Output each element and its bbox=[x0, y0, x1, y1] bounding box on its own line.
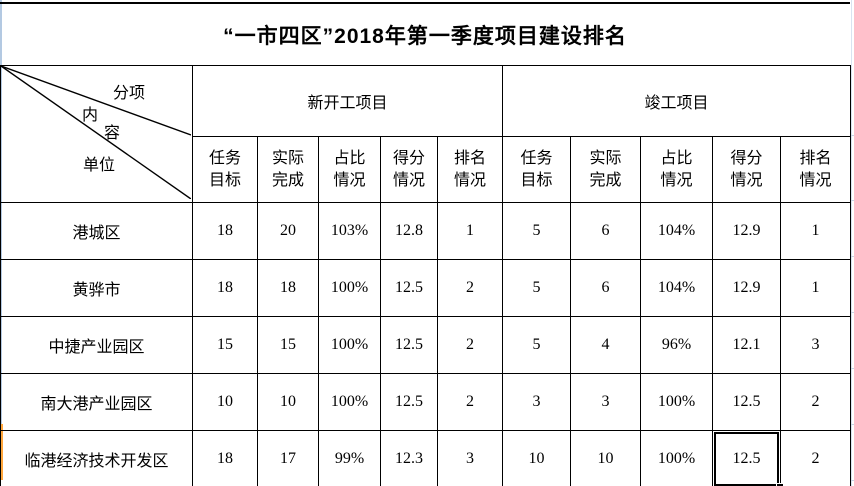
data-cell[interactable]: 18 bbox=[257, 259, 319, 317]
data-cell[interactable]: 1 bbox=[779, 202, 852, 260]
gridline-stub bbox=[850, 200, 854, 201]
diagonal-lines bbox=[1, 66, 191, 199]
gridline-stub bbox=[850, 368, 854, 369]
corner-label-content2: 容 bbox=[104, 125, 121, 142]
data-cell[interactable]: 1 bbox=[437, 202, 503, 260]
column-header-cell[interactable]: 占比 情况 bbox=[640, 136, 713, 203]
column-header-cell[interactable]: 得分 情况 bbox=[380, 136, 438, 203]
data-cell[interactable]: 100% bbox=[640, 430, 713, 486]
data-cell[interactable]: 12.1 bbox=[712, 316, 781, 374]
data-cell[interactable]: 20 bbox=[257, 202, 319, 260]
data-cell[interactable]: 2 bbox=[779, 373, 852, 431]
unit-cell[interactable]: 南大港产业园区 bbox=[0, 373, 193, 431]
data-cell[interactable]: 3 bbox=[502, 373, 571, 431]
unit-cell[interactable]: 中捷产业园区 bbox=[0, 316, 193, 374]
data-cell[interactable]: 12.5 bbox=[712, 373, 781, 431]
faint-gridline bbox=[851, 0, 852, 486]
data-cell[interactable]: 12.3 bbox=[380, 430, 438, 486]
data-cell[interactable]: 104% bbox=[640, 202, 713, 260]
data-cell[interactable]: 3 bbox=[570, 373, 641, 431]
data-cell[interactable]: 12.5 bbox=[380, 316, 438, 374]
data-cell[interactable]: 100% bbox=[318, 316, 381, 374]
data-cell[interactable]: 12.9 bbox=[712, 259, 781, 317]
data-cell[interactable]: 18 bbox=[192, 259, 258, 317]
data-cell[interactable]: 100% bbox=[640, 373, 713, 431]
data-cell[interactable]: 18 bbox=[192, 430, 258, 486]
table-row: 临港经济技术开发区 18 17 99% 12.3 3 10 10 100% 12… bbox=[0, 430, 852, 486]
column-header-cell[interactable]: 任务 目标 bbox=[502, 136, 571, 203]
corner-label-subitem: 分项 bbox=[113, 85, 146, 102]
corner-label-content1: 内 bbox=[82, 107, 99, 124]
column-header-cell[interactable]: 任务 目标 bbox=[192, 136, 258, 203]
gridline-stub bbox=[850, 135, 854, 136]
table-row: 中捷产业园区 15 15 100% 12.5 2 5 4 96% 12.1 3 bbox=[0, 316, 852, 374]
data-cell[interactable]: 18 bbox=[192, 202, 258, 260]
data-cell[interactable]: 12.5 bbox=[380, 373, 438, 431]
data-cell[interactable]: 5 bbox=[502, 259, 571, 317]
fill-handle[interactable] bbox=[776, 483, 784, 486]
data-cell[interactable]: 1 bbox=[779, 259, 852, 317]
data-cell[interactable]: 12.5 bbox=[380, 259, 438, 317]
data-cell[interactable]: 2 bbox=[437, 316, 503, 374]
data-cell[interactable]: 3 bbox=[437, 430, 503, 486]
data-cell[interactable]: 10 bbox=[502, 430, 571, 486]
data-cell[interactable]: 99% bbox=[318, 430, 381, 486]
data-cell[interactable]: 12.8 bbox=[380, 202, 438, 260]
column-header-cell[interactable]: 排名 情况 bbox=[779, 136, 852, 203]
table-row: 港城区 18 20 103% 12.8 1 5 6 104% 12.9 1 bbox=[0, 202, 852, 260]
corner-cell[interactable]: 分项 内 容 单位 bbox=[0, 65, 193, 203]
ranking-table: 分项 内 容 单位 新开工项目 竣工项目 任务 目标 实际 完成 占比 情况 得… bbox=[0, 65, 852, 486]
unit-cell[interactable]: 黄骅市 bbox=[0, 259, 193, 317]
column-header-row: 任务 目标 实际 完成 占比 情况 得分 情况 排名 情况 任务 目标 实际 完… bbox=[1, 136, 852, 203]
column-header-cell[interactable]: 实际 完成 bbox=[570, 136, 641, 203]
data-cell[interactable]: 5 bbox=[502, 316, 571, 374]
unit-cell[interactable]: 临港经济技术开发区 bbox=[0, 430, 193, 486]
column-header-cell[interactable]: 占比 情况 bbox=[318, 136, 381, 203]
group-header-row: 分项 内 容 单位 新开工项目 竣工项目 bbox=[0, 65, 852, 203]
selected-cell[interactable]: 12.5 bbox=[712, 430, 784, 486]
data-cell[interactable]: 100% bbox=[318, 259, 381, 317]
data-cell[interactable]: 15 bbox=[192, 316, 258, 374]
data-cell[interactable]: 103% bbox=[318, 202, 381, 260]
table-row: 南大港产业园区 10 10 100% 12.5 2 3 3 100% 12.5 … bbox=[0, 373, 852, 431]
gridline-stub bbox=[850, 256, 854, 257]
table-row: 黄骅市 18 18 100% 12.5 2 5 6 104% 12.9 1 bbox=[0, 259, 852, 317]
data-cell[interactable]: 5 bbox=[502, 202, 571, 260]
data-cell[interactable]: 96% bbox=[640, 316, 713, 374]
data-cell[interactable]: 2 bbox=[437, 373, 503, 431]
data-cell[interactable]: 15 bbox=[257, 316, 319, 374]
data-cell[interactable]: 2 bbox=[779, 430, 852, 486]
data-cell[interactable]: 4 bbox=[570, 316, 641, 374]
column-header-cell[interactable]: 实际 完成 bbox=[257, 136, 319, 203]
unit-cell[interactable]: 港城区 bbox=[0, 202, 193, 260]
data-cell[interactable]: 17 bbox=[257, 430, 319, 486]
data-cell[interactable]: 12.9 bbox=[712, 202, 781, 260]
cell-value: 12.5 bbox=[732, 450, 761, 467]
group-header-completed[interactable]: 竣工项目 bbox=[501, 65, 852, 137]
data-cell[interactable]: 10 bbox=[570, 430, 641, 486]
group-header-new-start[interactable]: 新开工项目 bbox=[192, 65, 503, 137]
gridline-stub bbox=[850, 480, 854, 481]
data-cell[interactable]: 2 bbox=[437, 259, 503, 317]
corner-label-unit: 单位 bbox=[83, 157, 116, 174]
column-header-cell[interactable]: 排名 情况 bbox=[437, 136, 503, 203]
data-cell[interactable]: 104% bbox=[640, 259, 713, 317]
data-cell[interactable]: 100% bbox=[318, 373, 381, 431]
gridline-stub bbox=[850, 424, 854, 425]
data-cell[interactable]: 6 bbox=[570, 259, 641, 317]
table-title[interactable]: “一市四区”2018年第一季度项目建设排名 bbox=[0, 2, 850, 66]
data-cell[interactable]: 10 bbox=[192, 373, 258, 431]
data-cell[interactable]: 10 bbox=[257, 373, 319, 431]
data-cell[interactable]: 3 bbox=[779, 316, 852, 374]
column-header-cell[interactable]: 得分 情况 bbox=[712, 136, 781, 203]
data-cell[interactable]: 6 bbox=[570, 202, 641, 260]
gridline-stub bbox=[850, 312, 854, 313]
